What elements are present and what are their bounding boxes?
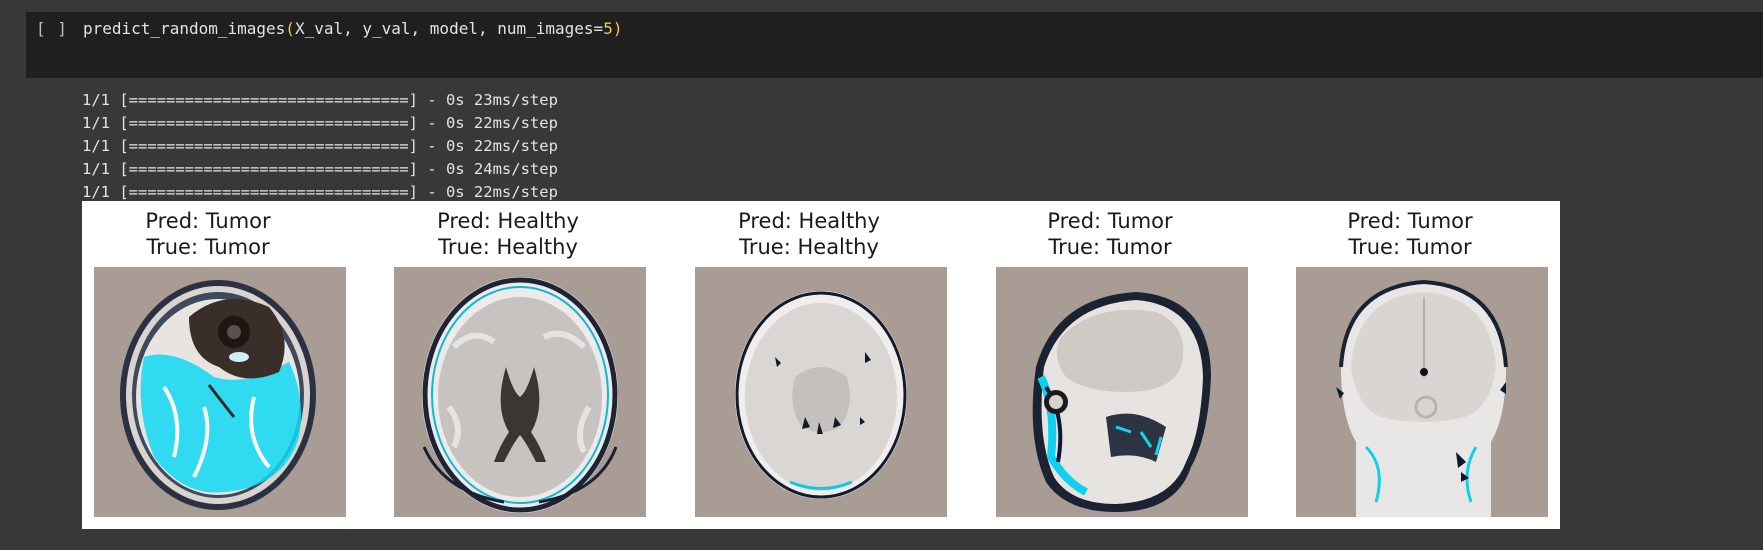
panel-caption: Pred: Tumor True: Tumor	[1284, 208, 1536, 260]
mri-scan-image	[996, 267, 1248, 517]
panel-caption: Pred: Healthy True: Healthy	[382, 208, 634, 260]
log-line: 1/1 [==============================] - 0…	[82, 160, 558, 178]
prediction-panel: Pred: Tumor True: Tumor	[984, 201, 1248, 529]
true-label: True: Tumor	[146, 235, 270, 259]
mri-scan-image	[394, 267, 646, 517]
prediction-figure: Pred: Tumor True: Tumor Pred: Health	[82, 201, 1560, 529]
run-cell-button[interactable]: [ ]	[36, 19, 68, 38]
panel-caption: Pred: Tumor True: Tumor	[82, 208, 334, 260]
pred-label: Pred: Healthy	[437, 209, 579, 233]
output-log: 1/1 [==============================] - 0…	[82, 89, 558, 204]
pred-label: Pred: Healthy	[738, 209, 880, 233]
num-images-value: 5	[603, 19, 613, 38]
mri-scan-image	[695, 267, 947, 517]
mri-scan-image	[1296, 267, 1548, 517]
panel-caption: Pred: Healthy True: Healthy	[683, 208, 935, 260]
code-line[interactable]: predict_random_images(X_val, y_val, mode…	[83, 19, 622, 38]
prediction-panel: Pred: Tumor True: Tumor	[1284, 201, 1548, 529]
true-label: True: Tumor	[1348, 235, 1472, 259]
true-label: True: Tumor	[1048, 235, 1172, 259]
true-label: True: Healthy	[438, 235, 578, 259]
prediction-panel: Pred: Healthy True: Healthy	[382, 201, 646, 529]
pred-label: Pred: Tumor	[1047, 209, 1173, 233]
log-line: 1/1 [==============================] - 0…	[82, 137, 558, 155]
pred-label: Pred: Tumor	[145, 209, 271, 233]
pred-label: Pred: Tumor	[1347, 209, 1473, 233]
log-line: 1/1 [==============================] - 0…	[82, 183, 558, 201]
close-paren: )	[612, 19, 623, 38]
function-name: predict_random_images	[83, 19, 286, 38]
open-paren: (	[285, 19, 295, 38]
code-cell[interactable]: [ ] predict_random_images(X_val, y_val, …	[26, 12, 1763, 78]
log-line: 1/1 [==============================] - 0…	[82, 114, 558, 132]
true-label: True: Healthy	[739, 235, 879, 259]
prediction-panel: Pred: Healthy True: Healthy	[683, 201, 947, 529]
log-line: 1/1 [==============================] - 0…	[82, 91, 558, 109]
function-args: X_val, y_val, model, num_images=	[294, 19, 604, 38]
panel-caption: Pred: Tumor True: Tumor	[984, 208, 1236, 260]
prediction-panel: Pred: Tumor True: Tumor	[82, 201, 346, 529]
mri-scan-image	[94, 267, 346, 517]
